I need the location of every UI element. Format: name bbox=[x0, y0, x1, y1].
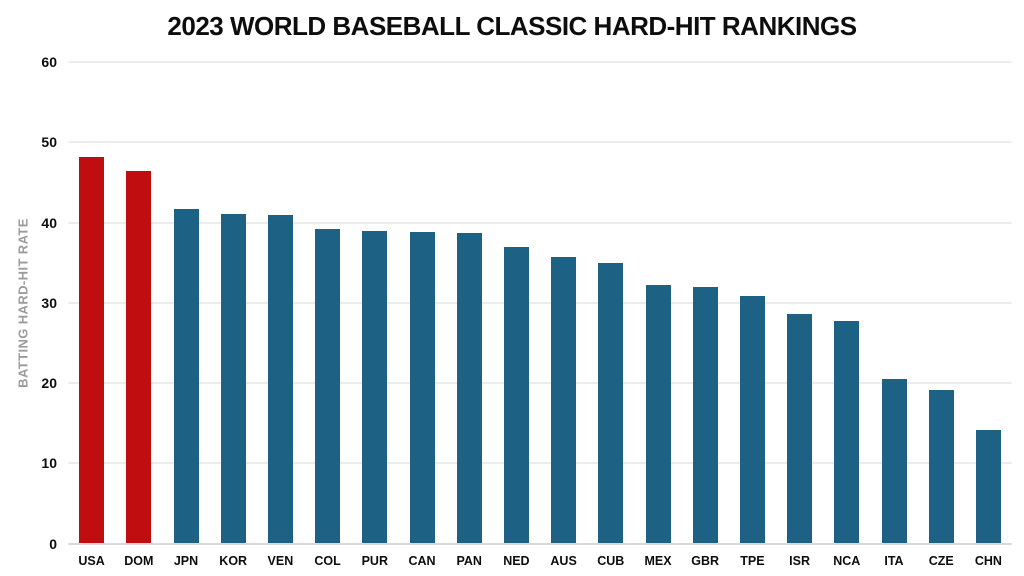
x-tick-label-gbr: GBR bbox=[691, 553, 720, 568]
bar-tpe bbox=[739, 295, 765, 544]
bar-mex bbox=[645, 285, 671, 544]
gridline-40 bbox=[68, 221, 1012, 224]
bar-dom bbox=[126, 171, 152, 544]
y-tick-label-10: 10 bbox=[41, 455, 57, 472]
x-tick-label-col: COL bbox=[314, 553, 341, 568]
x-tick-label-ned: NED bbox=[503, 553, 530, 568]
bar-kor bbox=[220, 213, 246, 544]
x-tick-label-isr: ISR bbox=[789, 553, 811, 568]
x-tick-label-can: CAN bbox=[408, 553, 436, 568]
y-tick-label-50: 50 bbox=[41, 134, 57, 151]
gridline-50 bbox=[68, 141, 1012, 144]
y-tick-label-30: 30 bbox=[41, 294, 57, 311]
chart-title: 2023 WORLD BASEBALL CLASSIC HARD-HIT RAN… bbox=[167, 11, 857, 41]
bar-pur bbox=[362, 230, 388, 544]
bar-usa bbox=[79, 156, 105, 544]
bar-jpn bbox=[173, 208, 199, 544]
x-tick-label-ven: VEN bbox=[267, 553, 294, 568]
x-tick-label-jpn: JPN bbox=[173, 553, 199, 568]
y-tick-label-60: 60 bbox=[41, 54, 57, 70]
gridline-10 bbox=[68, 462, 1012, 465]
x-tick-label-kor: KOR bbox=[219, 553, 248, 568]
x-tick-label-tpe: TPE bbox=[740, 553, 765, 568]
x-tick-label-nca: NCA bbox=[833, 553, 861, 568]
bar-gbr bbox=[692, 286, 718, 544]
x-tick-label-ita: ITA bbox=[884, 553, 904, 568]
gridline-20 bbox=[68, 382, 1012, 384]
bar-ned bbox=[503, 246, 529, 544]
y-tick-label-20: 20 bbox=[41, 375, 57, 391]
x-tick-label-pur: PUR bbox=[361, 553, 388, 568]
x-tick-label-usa: USA bbox=[78, 553, 105, 568]
x-tick-label-pan: PAN bbox=[456, 553, 482, 568]
y-tick-label-40: 40 bbox=[41, 214, 57, 231]
x-axis-baseline bbox=[68, 542, 1012, 545]
bar-pan bbox=[456, 232, 482, 544]
x-tick-label-chn: CHN bbox=[974, 553, 1002, 568]
bar-col bbox=[315, 228, 341, 544]
gridline-60 bbox=[68, 61, 1012, 63]
x-tick-label-aus: AUS bbox=[550, 553, 577, 568]
x-tick-label-dom: DOM bbox=[124, 553, 154, 568]
bar-isr bbox=[787, 313, 813, 544]
bar-aus bbox=[551, 257, 577, 544]
x-tick-label-cze: CZE bbox=[928, 553, 954, 568]
x-tick-label-mex: MEX bbox=[644, 553, 672, 568]
x-tick-label-cub: CUB bbox=[597, 553, 625, 568]
bar-nca bbox=[834, 321, 860, 544]
y-tick-label-0: 0 bbox=[49, 535, 57, 552]
bar-cub bbox=[598, 263, 624, 544]
bar-ven bbox=[267, 215, 293, 544]
bar-ita bbox=[881, 378, 907, 544]
gridline-30 bbox=[68, 301, 1012, 304]
bar-chn bbox=[975, 429, 1001, 544]
bar-cze bbox=[928, 390, 954, 544]
bar-can bbox=[409, 232, 435, 544]
